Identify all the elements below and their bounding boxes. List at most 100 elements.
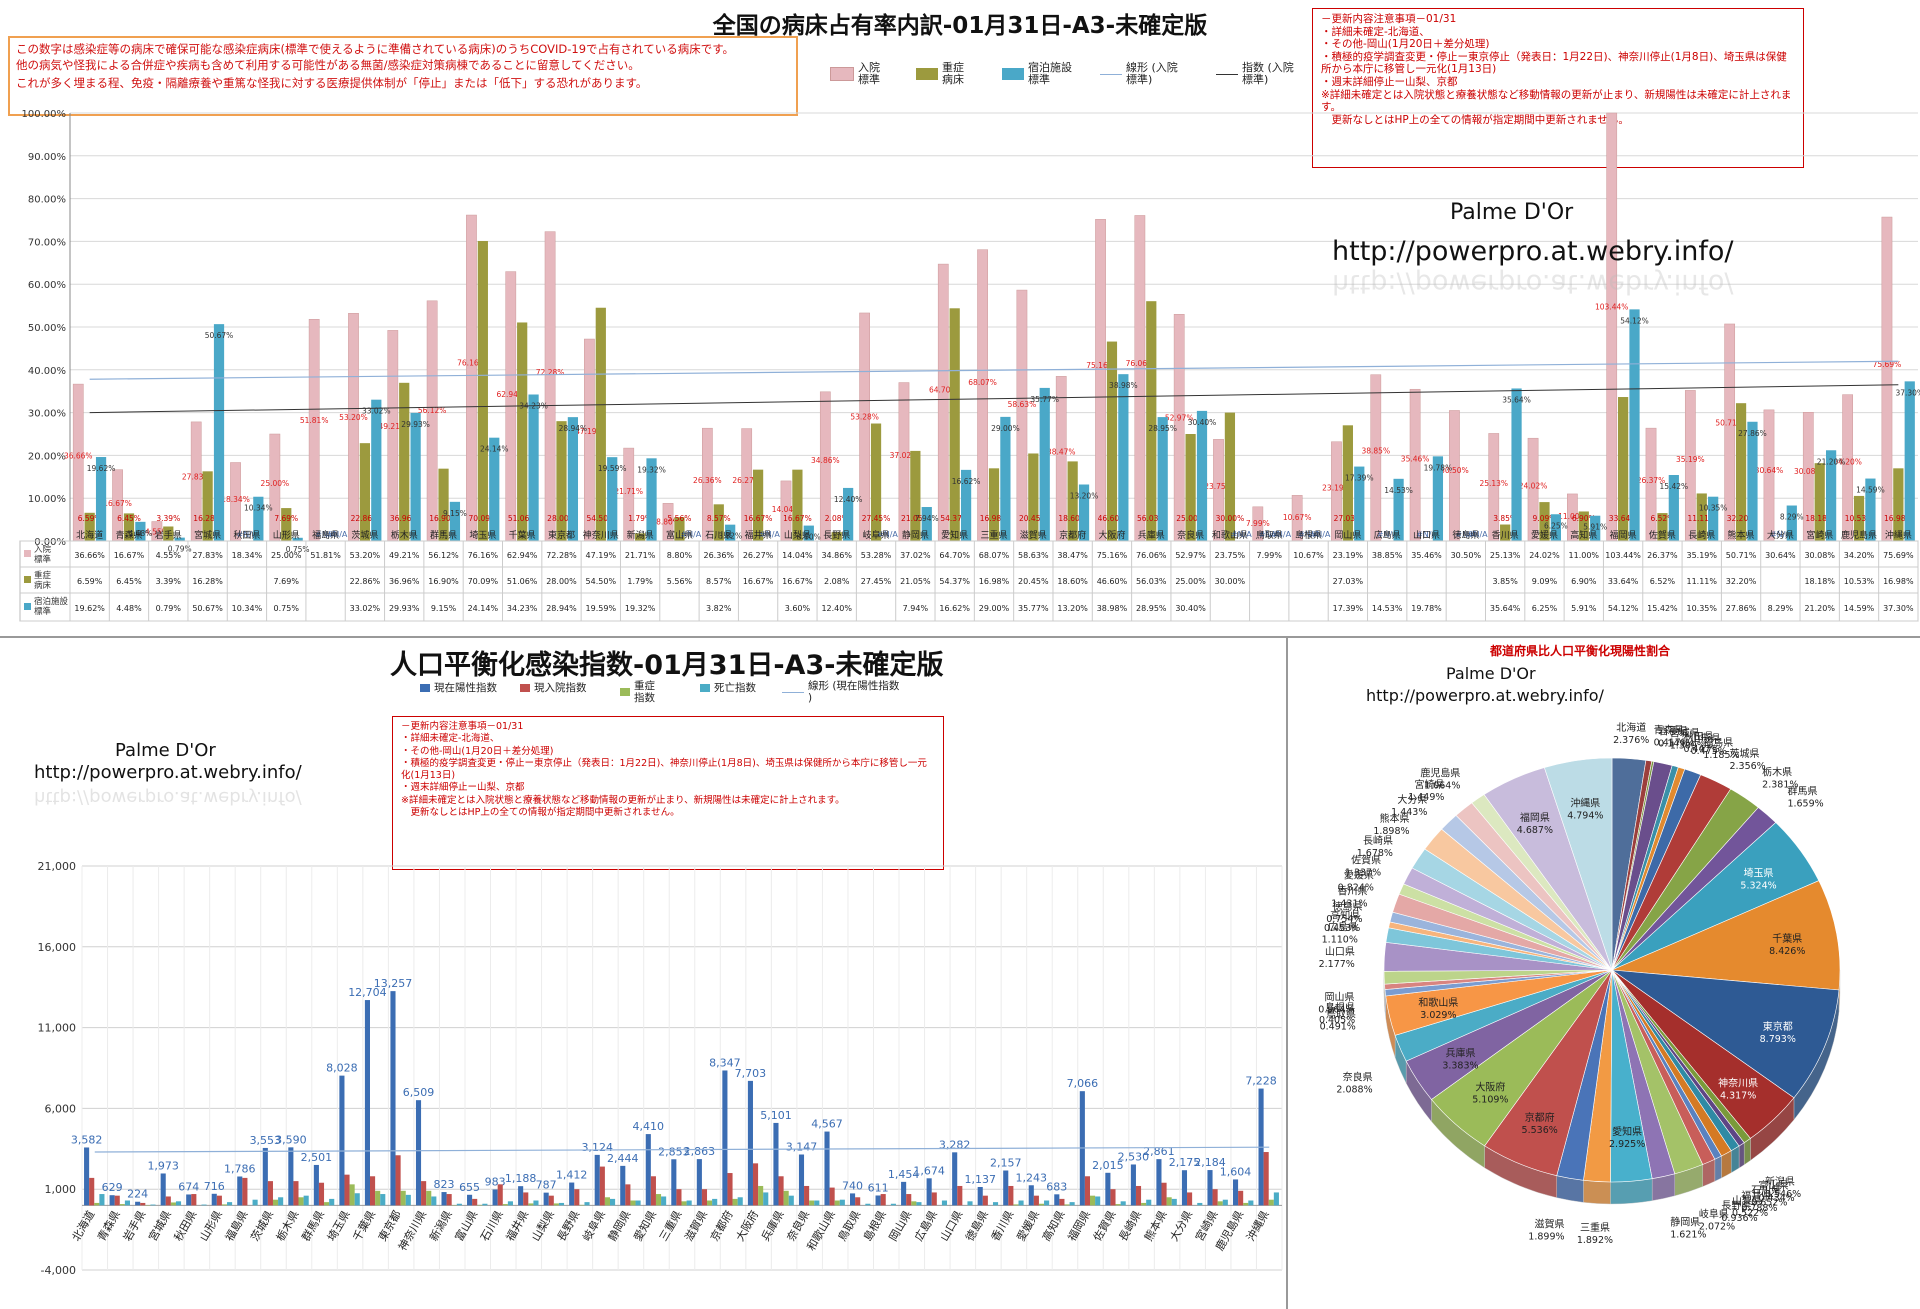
data-label: 4,567 — [811, 1118, 843, 1131]
y-tick-label: 80.00% — [28, 195, 66, 206]
data-label: 27.45% — [862, 514, 891, 523]
bar — [202, 471, 213, 541]
pie-label: 宮崎県 — [1414, 778, 1444, 791]
table-cell: 52.97% — [1175, 551, 1206, 560]
pie-value-label: 1.449% — [1408, 792, 1444, 803]
table-cell: 10.67% — [1293, 551, 1324, 560]
data-label: 6,509 — [403, 1086, 435, 1099]
pie-value-label: 3.383% — [1442, 1061, 1478, 1072]
table-cell: 29.93% — [389, 604, 420, 613]
data-label: 35.19% — [1676, 455, 1705, 464]
pie-label: 岩手県 — [1658, 724, 1688, 737]
pie-value-label: 1.443% — [1391, 807, 1427, 818]
data-label: 655 — [459, 1181, 480, 1194]
update-note-line: ・週末詳細停止ー山梨、京都 — [401, 782, 525, 794]
bar — [1054, 1194, 1060, 1206]
table-cell: 36.66% — [74, 551, 105, 560]
pie-value-label: 2.072% — [1699, 1222, 1735, 1233]
bar — [1449, 410, 1460, 542]
data-label: 27.86% — [1738, 429, 1767, 438]
bar — [906, 1194, 912, 1206]
pie-label: 高知県 — [1330, 909, 1360, 922]
bar — [395, 1155, 401, 1206]
category-label: 群馬県 — [299, 1208, 328, 1244]
data-label: 3,124 — [581, 1141, 613, 1154]
table-cell: 64.70% — [939, 551, 970, 560]
bar — [449, 501, 461, 541]
bar — [1161, 1182, 1167, 1206]
data-label: 8,347 — [709, 1056, 741, 1069]
data-label: 16.98% — [1884, 514, 1913, 523]
table-cell: 46.60% — [1097, 577, 1128, 586]
bar — [339, 1075, 345, 1206]
pie-label: 福島県 — [1703, 736, 1733, 749]
bar — [1500, 524, 1511, 541]
bar — [252, 1199, 258, 1206]
table-cell: 16.28% — [192, 577, 223, 586]
table-cell: 33.64% — [1608, 577, 1639, 586]
bar — [370, 1176, 376, 1206]
bar — [1067, 461, 1078, 541]
table-cell: 35.46% — [1411, 551, 1442, 560]
table-cell: 9.15% — [431, 604, 457, 613]
category-label: 香川県 — [989, 1208, 1017, 1243]
bar — [186, 1194, 192, 1206]
pie-value-label: 4.317% — [1720, 1091, 1756, 1102]
table-cell: 4.55% — [156, 551, 182, 560]
category-label: 石川県 — [478, 1208, 506, 1243]
table-row-header: 標準 — [34, 554, 52, 565]
bar — [1078, 484, 1090, 541]
na-label: #N/A — [237, 530, 258, 539]
pie-label: 埼玉県 — [1744, 866, 1774, 879]
bar — [635, 1200, 641, 1206]
bar — [1539, 502, 1550, 541]
table-cell: 3.39% — [156, 577, 182, 586]
category-label: 愛媛県 — [1531, 529, 1558, 541]
bar — [931, 1192, 937, 1206]
data-label: 18.34% — [221, 495, 250, 504]
bar — [201, 1204, 207, 1206]
category-label: 愛媛県 — [1013, 1208, 1042, 1244]
bar — [288, 1147, 294, 1206]
data-label: 29.93% — [401, 420, 430, 429]
bar — [574, 1189, 580, 1206]
table-cell: 49.21% — [389, 551, 420, 560]
watermark-url: http://powerpro.at.webry.info/ — [1366, 686, 1604, 705]
data-label: 3.82% — [718, 532, 742, 541]
bar — [359, 443, 371, 541]
data-label: 2.08% — [825, 514, 849, 523]
data-label: 30.00% — [1216, 514, 1245, 523]
category-label: 佐賀県 — [1090, 1208, 1119, 1244]
data-label: 7.94% — [915, 514, 939, 523]
pie-slice — [1543, 757, 1613, 971]
exponential-trendline — [89, 384, 1899, 414]
bar — [1393, 478, 1404, 541]
category-label: 愛知県 — [630, 1208, 659, 1244]
data-label: 19.32% — [637, 465, 666, 474]
bar — [1013, 1204, 1019, 1206]
data-label: 1,454 — [888, 1168, 920, 1181]
category-label: 滋賀県 — [682, 1208, 710, 1243]
data-label: 3.85% — [1493, 514, 1517, 523]
data-label: 6.90% — [1572, 514, 1596, 523]
category-label: 徳島県 — [1452, 529, 1479, 541]
bar — [123, 513, 135, 541]
category-label: 沖縄県 — [1243, 1208, 1272, 1244]
bar — [1409, 388, 1421, 542]
bar — [1238, 1190, 1244, 1206]
data-label: 1,412 — [556, 1169, 588, 1182]
table-cell: 54.12% — [1608, 604, 1639, 613]
category-label: 岩手県 — [120, 1208, 149, 1244]
table-cell: 35.19% — [1686, 551, 1717, 560]
bar — [477, 241, 488, 541]
bar — [556, 421, 567, 541]
table-cell: 23.75% — [1215, 551, 1246, 560]
bar — [150, 1204, 156, 1206]
table-cell: 70.09% — [468, 577, 499, 586]
data-label: 103.44% — [1595, 303, 1628, 312]
bar — [354, 1193, 360, 1206]
bar — [438, 468, 449, 541]
bar — [410, 412, 421, 541]
category-label: 岡山県 — [887, 1208, 915, 1243]
table-cell: 75.69% — [1883, 551, 1914, 560]
